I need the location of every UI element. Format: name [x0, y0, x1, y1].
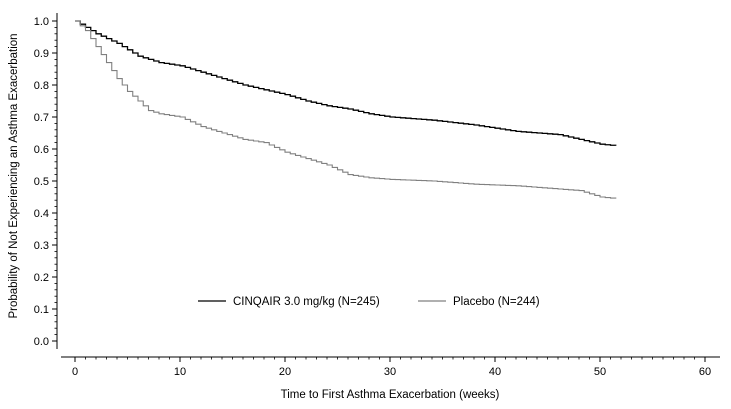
x-tick-label: 40: [489, 366, 501, 378]
x-tick-label: 60: [699, 366, 711, 378]
y-tick-label: 0.4: [34, 208, 49, 220]
x-tick-label: 0: [72, 366, 78, 378]
cinqair-survival-curve: [75, 20, 617, 146]
y-tick-label: 0.1: [34, 304, 49, 316]
x-tick-label: 20: [279, 366, 291, 378]
y-tick-label: 1.0: [34, 16, 49, 28]
y-axis: 0.0 0.1 0.2 0.3 0.4 0.5 0.6 0.7 0.8 0.9 1.0: [34, 13, 58, 349]
legend-label-placebo: Placebo (N=244): [453, 296, 540, 308]
y-tick-label: 0.6: [34, 144, 49, 156]
y-tick-label: 0.7: [34, 112, 49, 124]
placebo-survival-curve: [75, 20, 617, 199]
x-tick-label: 10: [174, 366, 186, 378]
y-tick-label: 0.8: [34, 80, 49, 92]
series-layer: [75, 20, 617, 199]
legend: CINQAIR 3.0 mg/kg (N=245) Placebo (N=244…: [198, 296, 540, 308]
x-axis-title: Time to First Asthma Exacerbation (weeks…: [281, 389, 500, 401]
y-tick-label: 0.5: [34, 176, 49, 188]
x-axis: 0 10 20 30 40 50 60: [61, 356, 720, 378]
y-tick-label: 0.0: [34, 336, 49, 348]
x-tick-label: 50: [594, 366, 606, 378]
x-tick-label: 30: [384, 366, 396, 378]
y-tick-label: 0.3: [34, 240, 49, 252]
y-axis-title: Probability of Not Experiencing an Asthm…: [8, 33, 20, 318]
legend-label-cinqair: CINQAIR 3.0 mg/kg (N=245): [233, 296, 380, 308]
y-tick-label: 0.2: [34, 272, 49, 284]
y-tick-label: 0.9: [34, 48, 49, 60]
